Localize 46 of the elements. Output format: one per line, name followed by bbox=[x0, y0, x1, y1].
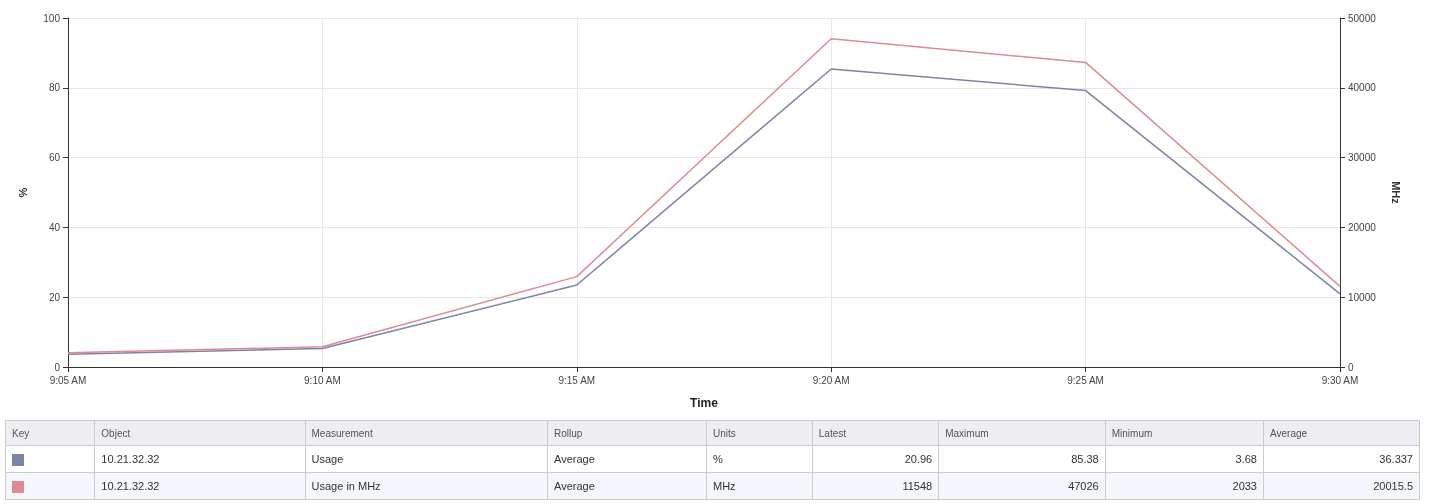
y2-tick-label: 0 bbox=[1348, 361, 1354, 373]
y2-tick-label: 20000 bbox=[1348, 221, 1377, 233]
y-tick-label: 20 bbox=[48, 291, 61, 303]
y2-axis-title: MHz bbox=[1389, 181, 1402, 205]
y-tick-label: 80 bbox=[48, 82, 61, 94]
y2-tick-label: 10000 bbox=[1348, 291, 1377, 303]
text: % bbox=[706, 445, 813, 473]
text: 10.21.32.32 bbox=[94, 445, 306, 473]
text: Measurement bbox=[305, 420, 548, 446]
text: 3.68 bbox=[1105, 445, 1264, 473]
y-tick-label: 0 bbox=[54, 361, 61, 373]
text: Latest bbox=[812, 420, 939, 446]
x-tick-label: 9:30 AM bbox=[1321, 374, 1359, 386]
y2-tick-label: 50000 bbox=[1348, 12, 1377, 24]
text: 36.337 bbox=[1263, 445, 1420, 473]
x-tick-label: 9:10 AM bbox=[304, 374, 341, 386]
y2-tick-label: 30000 bbox=[1348, 152, 1377, 164]
text: Average bbox=[1263, 420, 1420, 446]
y-tick-label: 40 bbox=[48, 221, 61, 233]
x-axis-title: Time bbox=[690, 396, 719, 410]
y-tick-label: 100 bbox=[43, 12, 61, 24]
text: 20015.5 bbox=[1263, 472, 1420, 500]
x-tick-label: 9:25 AM bbox=[1067, 374, 1104, 386]
text: Key bbox=[5, 420, 95, 446]
text: Maximum bbox=[938, 420, 1106, 446]
y-tick-label: 60 bbox=[48, 152, 61, 164]
text: 47026 bbox=[938, 472, 1106, 500]
text: Rollup bbox=[547, 420, 707, 446]
text: 85.38 bbox=[938, 445, 1106, 473]
x-tick-label: 9:05 AM bbox=[49, 374, 87, 386]
text: Units bbox=[706, 420, 813, 446]
x-tick-label: 9:15 AM bbox=[558, 374, 596, 386]
x-tick-label: 9:20 AM bbox=[812, 374, 850, 386]
y-axis-title: % bbox=[16, 187, 29, 198]
text: 11548 bbox=[812, 472, 939, 500]
text: Usage in MHz bbox=[305, 472, 548, 500]
text: Object bbox=[94, 420, 306, 446]
text: 10.21.32.32 bbox=[94, 472, 306, 500]
text: Average bbox=[547, 445, 707, 473]
text: Minimum bbox=[1105, 420, 1264, 446]
text: MHz bbox=[706, 472, 813, 500]
y2-tick-label: 40000 bbox=[1348, 82, 1377, 94]
text: Average bbox=[547, 472, 707, 500]
text: Usage bbox=[305, 445, 548, 473]
text: 20.96 bbox=[812, 445, 939, 473]
text: 2033 bbox=[1105, 472, 1264, 500]
